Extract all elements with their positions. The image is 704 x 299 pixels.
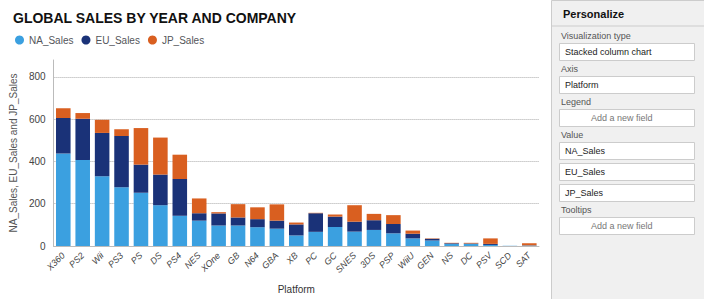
svg-text:NES: NES [182, 250, 203, 271]
svg-text:PC: PC [303, 250, 319, 266]
svg-text:Stacked column chart: Stacked column chart [565, 47, 652, 57]
svg-text:GC: GC [322, 250, 339, 268]
svg-text:Platform: Platform [565, 80, 599, 90]
svg-text:Tooltips: Tooltips [561, 205, 592, 215]
svg-text:JP_Sales: JP_Sales [162, 35, 204, 46]
svg-text:PS: PS [129, 250, 145, 266]
svg-text:WiiU: WiiU [396, 250, 417, 271]
svg-text:XB: XB [284, 250, 300, 266]
svg-text:EU_Sales: EU_Sales [565, 167, 606, 177]
svg-text:Value: Value [561, 130, 583, 140]
svg-text:SAT: SAT [514, 249, 534, 269]
svg-text:PS4: PS4 [164, 250, 183, 269]
svg-text:DC: DC [458, 250, 475, 267]
svg-text:PS3: PS3 [106, 250, 125, 269]
svg-text:GLOBAL SALES BY YEAR AND COMPA: GLOBAL SALES BY YEAR AND COMPANY [13, 10, 297, 26]
svg-text:N64: N64 [242, 250, 261, 269]
svg-text:Add a new field: Add a new field [591, 221, 653, 231]
svg-text:PSV: PSV [474, 250, 494, 270]
svg-text:Wii: Wii [90, 250, 107, 267]
svg-text:NA_Sales: NA_Sales [565, 146, 606, 156]
svg-text:XOne: XOne [198, 250, 222, 274]
svg-text:NA_Sales: NA_Sales [29, 35, 73, 46]
svg-text:Personalize: Personalize [563, 8, 624, 20]
svg-text:400: 400 [29, 156, 46, 167]
svg-text:GB: GB [225, 250, 241, 266]
svg-text:800: 800 [29, 71, 46, 82]
svg-text:JP_Sales: JP_Sales [565, 188, 604, 198]
svg-text:Axis: Axis [561, 64, 579, 74]
svg-text:NA_Sales, EU_Sales and JP_Sale: NA_Sales, EU_Sales and JP_Sales [8, 74, 19, 233]
svg-text:600: 600 [29, 114, 46, 125]
svg-text:SCD: SCD [493, 250, 514, 271]
svg-text:200: 200 [29, 198, 46, 209]
svg-text:X360: X360 [44, 250, 67, 273]
svg-text:DS: DS [148, 250, 164, 266]
svg-text:EU_Sales: EU_Sales [95, 35, 139, 46]
svg-text:PSP: PSP [377, 250, 397, 270]
svg-text:Visualization type: Visualization type [561, 31, 631, 41]
svg-text:3DS: 3DS [358, 250, 377, 269]
svg-text:Add a new field: Add a new field [591, 113, 653, 123]
svg-text:Legend: Legend [561, 97, 591, 107]
svg-text:0: 0 [40, 241, 46, 252]
svg-text:GEN: GEN [415, 250, 436, 271]
svg-text:SNES: SNES [334, 250, 358, 274]
svg-text:GBA: GBA [260, 250, 280, 270]
svg-text:Platform: Platform [278, 284, 315, 295]
svg-text:NS: NS [439, 250, 455, 266]
svg-text:PS2: PS2 [67, 250, 86, 269]
